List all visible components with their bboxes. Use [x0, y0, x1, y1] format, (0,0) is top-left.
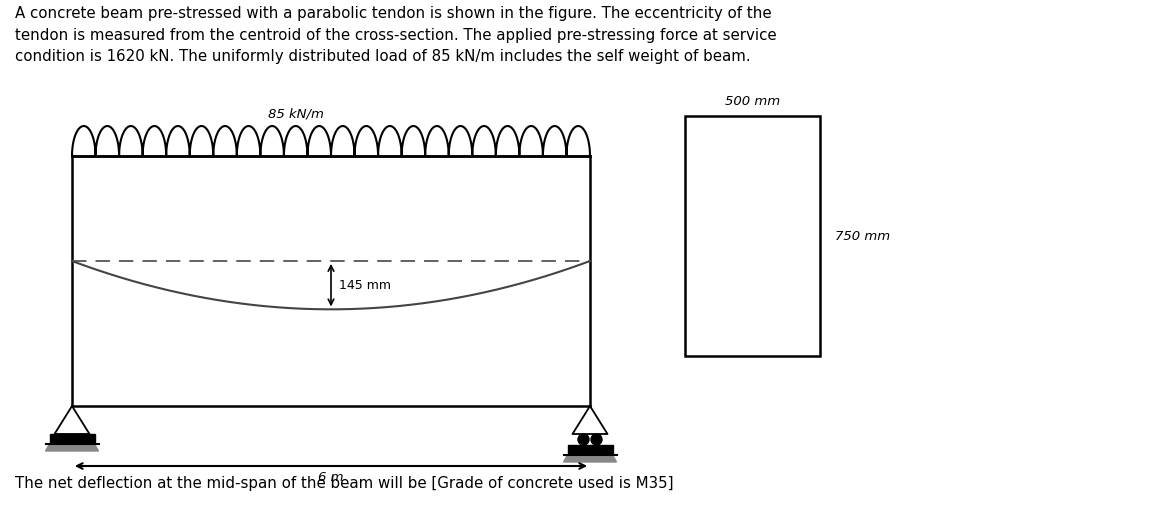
- Polygon shape: [46, 444, 98, 451]
- Circle shape: [578, 434, 589, 445]
- Polygon shape: [563, 455, 617, 462]
- Polygon shape: [49, 434, 95, 444]
- Polygon shape: [568, 445, 612, 455]
- Bar: [684, 116, 820, 356]
- Text: 85 kN/m: 85 kN/m: [269, 107, 324, 120]
- Text: 500 mm: 500 mm: [725, 95, 780, 108]
- Polygon shape: [572, 406, 607, 434]
- Text: 6 m: 6 m: [318, 471, 343, 484]
- Text: 145 mm: 145 mm: [339, 278, 391, 292]
- Text: A concrete beam pre-stressed with a parabolic tendon is shown in the figure. The: A concrete beam pre-stressed with a para…: [15, 6, 777, 64]
- Circle shape: [591, 434, 602, 445]
- Text: The net deflection at the mid-span of the beam will be [Grade of concrete used i: The net deflection at the mid-span of th…: [15, 476, 674, 491]
- Text: 750 mm: 750 mm: [835, 229, 890, 243]
